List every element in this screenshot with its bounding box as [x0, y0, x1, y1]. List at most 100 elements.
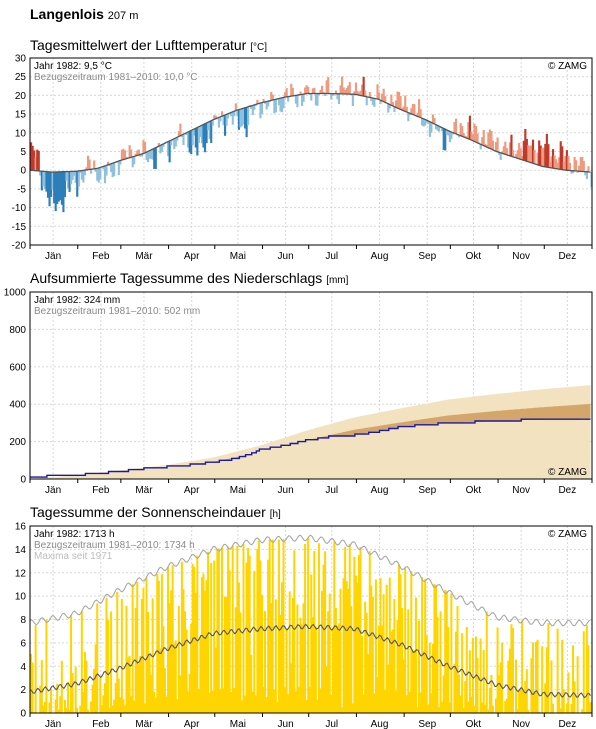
temperature-bar: [528, 146, 532, 162]
temperature-bar: [134, 153, 137, 157]
temperature-bar: [556, 162, 559, 169]
temperature-bar: [224, 115, 227, 136]
sunshine-bar: [317, 543, 320, 713]
sunshine-bar: [147, 612, 150, 713]
temperature-bar: [578, 165, 581, 172]
sunshine-bar: [491, 705, 494, 713]
sunshine-bar: [442, 675, 445, 713]
temperature-bar: [65, 171, 68, 181]
sun-ytick-label: 14: [15, 545, 27, 556]
sunshine-bar: [279, 614, 282, 713]
sunshine-bar: [150, 674, 153, 713]
temperature-bar: [585, 171, 588, 179]
sunshine-bar: [581, 709, 584, 713]
temperature-bar: [474, 126, 478, 142]
sunshine-bar: [430, 693, 433, 713]
temperature-bar: [498, 151, 501, 155]
sunshine-bar: [521, 620, 524, 713]
temperature-bar: [203, 124, 207, 153]
sunshine-bar: [116, 591, 119, 713]
sun-xtick-label: Mai: [230, 719, 246, 729]
temperature-bar: [60, 171, 63, 205]
sunshine-bar: [108, 707, 111, 713]
temperature-bar: [31, 145, 34, 171]
temperature-bar: [94, 168, 97, 172]
sunshine-bar: [194, 592, 197, 713]
sunshine-bar: [482, 649, 485, 713]
sunshine-bar: [328, 593, 331, 713]
sunshine-chart-title: Tagessumme der Sonnenscheindauer [h]: [30, 504, 281, 520]
temperature-bar: [147, 151, 150, 163]
sunshine-bar: [381, 625, 384, 713]
temperature-bar: [128, 145, 131, 159]
sunshine-bar: [110, 611, 113, 713]
temp-xtick-label: Sep: [418, 251, 436, 262]
temperature-bar: [211, 120, 214, 126]
sunshine-bar: [401, 607, 404, 713]
sunshine-bar: [99, 677, 102, 713]
temperature-bar: [530, 145, 533, 163]
sunshine-bar: [394, 690, 397, 713]
temperature-bar: [86, 155, 90, 170]
precip-xtick-label: Nov: [512, 485, 530, 496]
temperature-bar: [191, 130, 194, 146]
sunshine-bar: [70, 614, 73, 713]
sunshine-bar: [314, 626, 317, 713]
sunshine-bar: [410, 571, 413, 713]
sunshine-bar: [341, 707, 344, 713]
temperature-bar: [499, 152, 502, 160]
sunshine-bar: [504, 700, 507, 713]
temperature-bar: [296, 95, 299, 108]
sunshine-bar: [571, 645, 575, 713]
temp-ytick-label: 15: [15, 110, 27, 121]
sunshine-bar: [302, 603, 305, 713]
temperature-bar: [250, 106, 253, 110]
sunshine-bar: [484, 704, 487, 713]
sun-xtick-label: Dez: [558, 719, 576, 729]
sunshine-bar: [414, 597, 417, 713]
sunshine-bar: [130, 696, 133, 713]
sunshine-bar: [156, 573, 159, 713]
temperature-bar: [170, 140, 173, 146]
temperature-bar: [447, 130, 450, 136]
sunshine-bar: [160, 573, 163, 713]
sunshine-bar: [205, 580, 208, 713]
sunshine-bar: [208, 692, 211, 713]
sunshine-bar: [434, 584, 437, 713]
temp-ytick-label: 10: [15, 128, 27, 139]
temp-xtick-label: Okt: [466, 251, 482, 262]
temperature-bar: [533, 150, 536, 164]
temperature-bar: [284, 92, 287, 98]
sunshine-bar: [285, 629, 288, 713]
temperature-bar: [174, 138, 177, 147]
temperature-bar: [342, 87, 345, 94]
temp-legend-entry: Jahr 1982: 9,5 °C: [34, 61, 112, 72]
temp-ytick-label: 20: [15, 91, 27, 102]
temperature-bar: [97, 168, 100, 183]
sunshine-bar: [354, 575, 357, 713]
sunshine-bar: [585, 625, 588, 713]
temperature-bar: [259, 103, 262, 119]
temperature-bar: [102, 166, 105, 170]
sunshine-bar: [307, 537, 310, 713]
temperature-bar: [30, 142, 33, 171]
precip-xtick-label: Mär: [135, 485, 153, 496]
temperature-bar: [113, 162, 116, 176]
temperature-bar: [136, 150, 139, 156]
sunshine-bar: [511, 627, 514, 713]
sun-legend-entry: Jahr 1982: 1713 h: [34, 529, 115, 540]
sunshine-bar: [347, 588, 350, 713]
sunshine-bar: [321, 590, 324, 713]
sunshine-bar: [573, 681, 576, 713]
temperature-bar: [431, 114, 435, 123]
sunshine-bar: [541, 646, 544, 713]
temperature-bar: [324, 93, 327, 96]
temperature-bar: [411, 103, 414, 115]
sunshine-bar: [524, 680, 527, 713]
sunshine-bar: [308, 686, 311, 713]
temperature-bar: [310, 93, 313, 101]
sunshine-bar: [231, 545, 234, 713]
sunshine-bar: [407, 609, 410, 713]
temperature-bar: [396, 91, 399, 108]
temperature-bar: [490, 131, 493, 149]
